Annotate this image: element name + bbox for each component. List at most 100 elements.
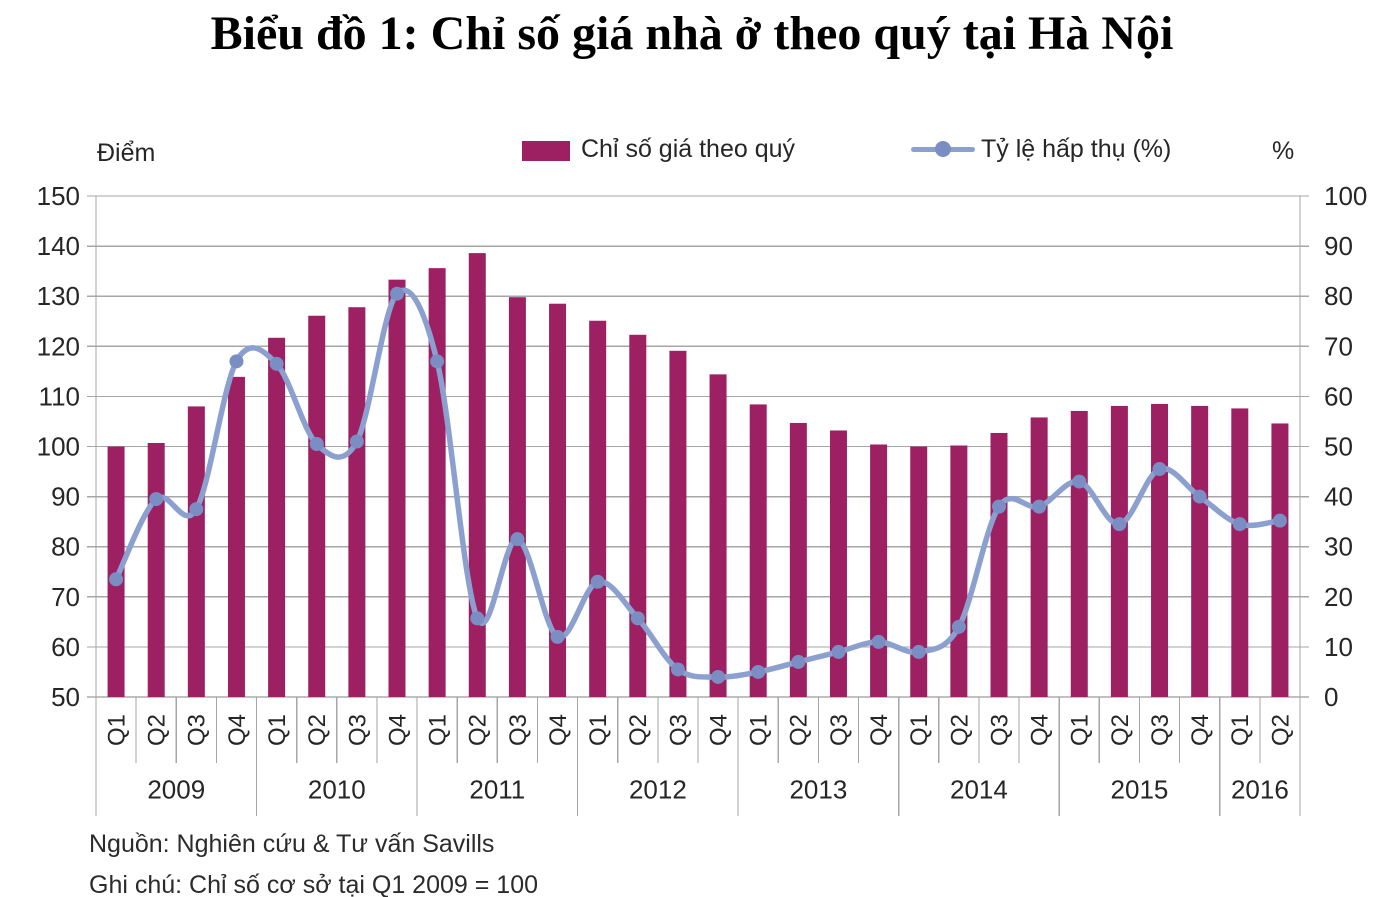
x-axis-quarter-label: Q3 bbox=[1147, 714, 1174, 746]
price-index-bar-Q2-2011 bbox=[468, 253, 486, 697]
price-index-bar-Q3-2011 bbox=[508, 297, 526, 697]
x-axis-year-label-2010: 2010 bbox=[308, 775, 366, 805]
absorption-rate-marker-Q1-2014 bbox=[911, 644, 926, 659]
absorption-rate-marker-Q3-2013 bbox=[831, 644, 846, 659]
price-index-bar-Q2-2016 bbox=[1271, 423, 1289, 697]
absorption-rate-marker-Q1-2010 bbox=[269, 356, 284, 371]
right-axis-tick-label-50: 50 bbox=[1324, 432, 1353, 462]
absorption-rate-marker-Q1-2016 bbox=[1232, 517, 1247, 532]
absorption-rate-marker-Q4-2013 bbox=[871, 634, 886, 649]
x-axis-quarter-label: Q3 bbox=[344, 714, 371, 746]
price-index-bar-Q3-2010 bbox=[348, 307, 366, 697]
x-axis-quarter-label: Q1 bbox=[1067, 714, 1094, 746]
price-index-bar-Q4-2015 bbox=[1191, 405, 1209, 697]
price-index-bar-Q1-2013 bbox=[749, 404, 767, 697]
price-index-bar-Q4-2009 bbox=[227, 376, 245, 697]
price-index-bar-Q2-2013 bbox=[789, 422, 807, 697]
left-axis-tick-label-70: 70 bbox=[51, 582, 80, 612]
x-axis-quarter-label: Q1 bbox=[746, 714, 773, 746]
x-axis-quarter-label: Q3 bbox=[986, 714, 1013, 746]
absorption-rate-marker-Q3-2010 bbox=[349, 434, 364, 449]
x-axis-quarter-label: Q4 bbox=[1027, 714, 1054, 746]
x-axis-year-label-2012: 2012 bbox=[629, 775, 687, 805]
right-axis-tick-label-10: 10 bbox=[1324, 632, 1353, 662]
absorption-rate-marker-Q3-2015 bbox=[1152, 462, 1167, 477]
absorption-rate-marker-Q1-2013 bbox=[751, 664, 766, 679]
price-index-bar-Q2-2010 bbox=[308, 315, 326, 697]
price-index-bar-Q2-2012 bbox=[629, 334, 647, 697]
absorption-rate-marker-Q2-2016 bbox=[1272, 513, 1287, 528]
legend-line-swatch bbox=[911, 136, 975, 162]
x-axis-year-label-2009: 2009 bbox=[147, 775, 205, 805]
x-axis-quarter-label: Q2 bbox=[1107, 714, 1134, 746]
x-axis-quarter-label: Q1 bbox=[1227, 714, 1254, 746]
right-axis-tick-label-20: 20 bbox=[1324, 582, 1353, 612]
x-axis-quarter-label: Q1 bbox=[103, 714, 130, 746]
left-axis-tick-label-50: 50 bbox=[51, 682, 80, 712]
absorption-rate-marker-Q1-2012 bbox=[590, 574, 605, 589]
absorption-rate-marker-Q4-2015 bbox=[1192, 489, 1207, 504]
price-index-bar-Q2-2014 bbox=[950, 445, 968, 697]
absorption-rate-marker-Q3-2009 bbox=[189, 502, 204, 517]
x-axis-quarter-label: Q1 bbox=[585, 714, 612, 746]
x-axis-quarter-label: Q2 bbox=[304, 714, 331, 746]
x-axis-year-label-2014: 2014 bbox=[950, 775, 1008, 805]
legend-line-label: Tỷ lệ hấp thụ (%) bbox=[981, 135, 1172, 163]
right-axis-tick-label-90: 90 bbox=[1324, 231, 1353, 261]
price-index-bar-Q1-2016 bbox=[1231, 408, 1249, 697]
price-index-bar-Q4-2010 bbox=[388, 279, 406, 697]
right-axis-tick-label-60: 60 bbox=[1324, 381, 1353, 411]
x-axis-quarter-label: Q4 bbox=[705, 714, 732, 746]
absorption-rate-marker-Q3-2011 bbox=[510, 532, 525, 547]
x-axis-year-label-2016: 2016 bbox=[1231, 775, 1289, 805]
right-axis-tick-label-30: 30 bbox=[1324, 532, 1353, 562]
absorption-rate-marker-Q4-2010 bbox=[390, 286, 404, 301]
absorption-rate-marker-Q2-2010 bbox=[309, 436, 324, 451]
price-index-bar-Q3-2014 bbox=[990, 432, 1008, 697]
x-axis-quarter-label: Q4 bbox=[1187, 714, 1214, 746]
left-axis-tick-label-100: 100 bbox=[37, 432, 80, 462]
price-index-bar-Q1-2012 bbox=[589, 320, 607, 697]
price-index-bar-Q4-2013 bbox=[870, 444, 888, 697]
price-index-bar-Q1-2009 bbox=[107, 446, 125, 697]
absorption-rate-marker-Q1-2015 bbox=[1072, 474, 1087, 489]
absorption-rate-marker-Q2-2014 bbox=[951, 619, 966, 634]
x-axis-quarter-label: Q3 bbox=[665, 714, 692, 746]
left-axis-tick-label-90: 90 bbox=[51, 482, 80, 512]
x-axis-quarter-label: Q2 bbox=[465, 714, 492, 746]
absorption-rate-marker-Q1-2009 bbox=[109, 572, 124, 587]
right-axis-tick-label-40: 40 bbox=[1324, 482, 1353, 512]
absorption-rate-marker-Q2-2013 bbox=[791, 654, 806, 669]
x-axis-quarter-label: Q2 bbox=[1267, 714, 1294, 746]
right-axis-tick-label-70: 70 bbox=[1324, 331, 1353, 361]
absorption-rate-line bbox=[113, 287, 1283, 680]
x-axis-year-label-2015: 2015 bbox=[1111, 775, 1169, 805]
left-axis-tick-label-120: 120 bbox=[37, 331, 80, 361]
legend-line-marker-icon bbox=[935, 141, 951, 157]
price-index-bar-Q4-2014 bbox=[1030, 417, 1048, 697]
price-index-bar-Q4-2012 bbox=[709, 374, 727, 697]
x-axis-quarter-label: Q2 bbox=[144, 714, 171, 746]
x-axis-quarter-label: Q3 bbox=[505, 714, 532, 746]
absorption-rate-marker-Q3-2012 bbox=[670, 662, 685, 677]
absorption-rate-marker-Q2-2009 bbox=[149, 492, 164, 507]
left-axis-tick-label-150: 150 bbox=[37, 181, 80, 211]
price-index-bar-Q4-2011 bbox=[549, 303, 567, 697]
right-axis-tick-label-100: 100 bbox=[1324, 181, 1367, 211]
price-index-bar-Q3-2013 bbox=[829, 430, 847, 697]
right-axis-tick-label-80: 80 bbox=[1324, 281, 1353, 311]
price-index-bar-Q3-2012 bbox=[669, 350, 687, 697]
price-index-bar-Q2-2009 bbox=[147, 442, 165, 697]
x-axis-quarter-label: Q3 bbox=[826, 714, 853, 746]
price-index-bar-Q3-2009 bbox=[187, 406, 205, 697]
absorption-rate-marker-Q4-2011 bbox=[550, 629, 565, 644]
absorption-rate-marker-Q1-2011 bbox=[430, 354, 445, 369]
left-axis-tick-label-60: 60 bbox=[51, 632, 80, 662]
price-index-bar-Q3-2015 bbox=[1151, 403, 1169, 697]
absorption-rate-marker-Q4-2012 bbox=[711, 669, 726, 684]
left-axis-unit-label: Điểm bbox=[97, 139, 156, 167]
x-axis-quarter-label: Q1 bbox=[906, 714, 933, 746]
left-axis-tick-label-80: 80 bbox=[51, 532, 80, 562]
left-axis-tick-label-110: 110 bbox=[39, 381, 80, 411]
absorption-rate-marker-Q4-2009 bbox=[229, 354, 244, 369]
